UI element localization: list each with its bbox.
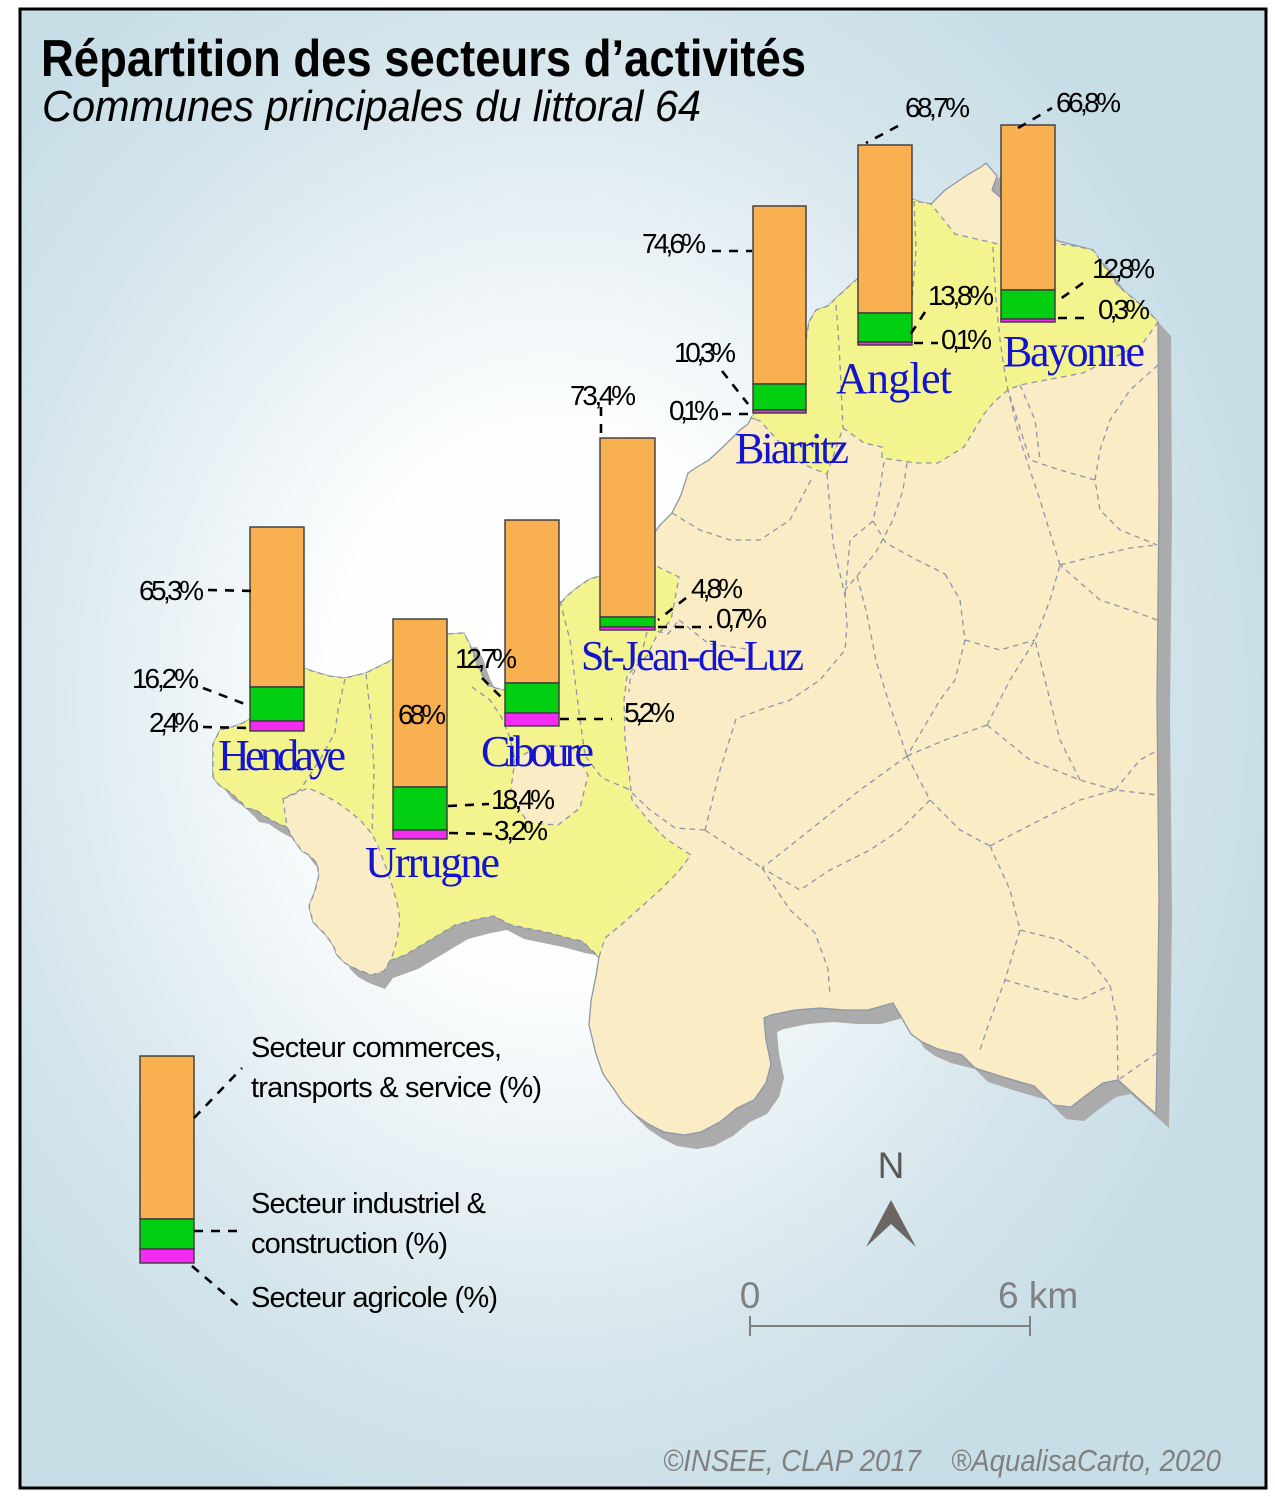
svg-text:12,8%: 12,8% <box>1092 253 1155 284</box>
svg-text:6 km: 6 km <box>998 1275 1078 1316</box>
svg-text:Secteur industriel &: Secteur industriel & <box>251 1188 486 1220</box>
svg-text:Hendaye: Hendaye <box>218 731 346 780</box>
svg-text:Biarritz: Biarritz <box>735 424 849 473</box>
svg-text:18,4%: 18,4% <box>491 784 555 815</box>
svg-text:©INSEE, CLAP 2017: ©INSEE, CLAP 2017 <box>663 1443 923 1478</box>
svg-text:0,7%: 0,7% <box>716 603 767 634</box>
svg-text:2,4%: 2,4% <box>149 707 199 738</box>
svg-text:13,8%: 13,8% <box>928 280 994 311</box>
svg-text:Anglet: Anglet <box>836 354 952 403</box>
svg-text:construction (%): construction (%) <box>251 1228 448 1260</box>
svg-text:74,6%: 74,6% <box>642 228 706 259</box>
svg-text:0,1%: 0,1% <box>941 324 992 355</box>
svg-text:68,7%: 68,7% <box>905 92 970 123</box>
svg-text:16,2%: 16,2% <box>132 663 199 694</box>
svg-text:N: N <box>878 1145 905 1186</box>
svg-text:Ciboure: Ciboure <box>481 727 594 776</box>
svg-text:0: 0 <box>740 1275 761 1316</box>
svg-text:65,3%: 65,3% <box>139 575 204 606</box>
svg-text:66,8%: 66,8% <box>1056 87 1121 118</box>
svg-text:Secteur agricole (%): Secteur agricole (%) <box>251 1282 498 1314</box>
svg-text:Secteur commerces,: Secteur commerces, <box>251 1032 502 1064</box>
svg-text:transports & service (%): transports & service (%) <box>251 1072 542 1104</box>
svg-text:3,2%: 3,2% <box>494 815 548 846</box>
svg-text:Communes principales du littor: Communes principales du littoral 64 <box>42 82 701 131</box>
svg-text:73,4%: 73,4% <box>570 380 636 411</box>
svg-text:0,1%: 0,1% <box>669 395 719 426</box>
svg-text:68%: 68% <box>398 699 446 730</box>
svg-text:0,3%: 0,3% <box>1098 294 1150 325</box>
svg-text:5,2%: 5,2% <box>624 697 675 728</box>
svg-text:®AqualisaCarto, 2020: ®AqualisaCarto, 2020 <box>951 1443 1221 1478</box>
svg-text:Urrugne: Urrugne <box>365 838 500 887</box>
svg-text:Répartition des secteurs d’act: Répartition des secteurs d’activités <box>41 30 806 88</box>
svg-text:St-Jean-de-Luz: St-Jean-de-Luz <box>581 634 804 680</box>
svg-text:Bayonne: Bayonne <box>1003 327 1145 376</box>
svg-text:4,8%: 4,8% <box>691 573 743 604</box>
svg-text:12,7%: 12,7% <box>455 643 517 674</box>
svg-text:10,3%: 10,3% <box>674 337 736 368</box>
